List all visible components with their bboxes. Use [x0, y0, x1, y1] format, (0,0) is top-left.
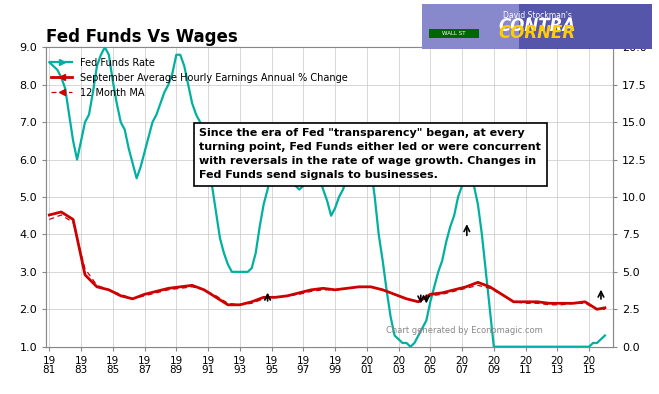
- Text: Chart generated by Economagic.com: Chart generated by Economagic.com: [386, 326, 543, 335]
- Text: CONTRA: CONTRA: [498, 17, 576, 35]
- Legend: Fed Funds Rate, September Average Hourly Earnings Annual % Change, 12 Month MA: Fed Funds Rate, September Average Hourly…: [47, 54, 352, 102]
- Text: CORNER: CORNER: [498, 24, 576, 43]
- Bar: [428, 29, 479, 38]
- Text: Fed Funds Vs Wages: Fed Funds Vs Wages: [46, 28, 238, 46]
- Text: David Stockman's: David Stockman's: [503, 11, 571, 20]
- Text: WALL ST: WALL ST: [442, 31, 466, 36]
- Text: Since the era of Fed "transparency" began, at every
turning point, Fed Funds eit: Since the era of Fed "transparency" bega…: [199, 128, 541, 180]
- Bar: [422, 4, 519, 49]
- Bar: [519, 4, 652, 49]
